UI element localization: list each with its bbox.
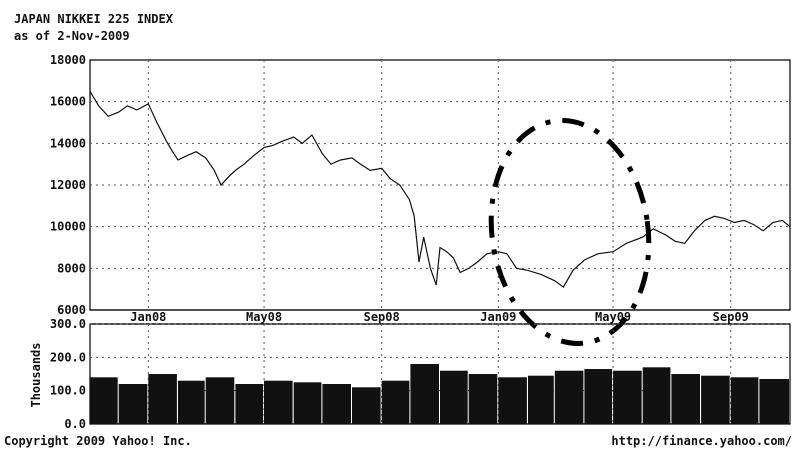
volume-bar [205,377,235,424]
x-tick-label: Jan08 [130,310,166,324]
x-tick-label: Sep09 [713,310,749,324]
volume-bar [730,377,759,424]
volume-y-tick-label: 100.0 [50,384,86,398]
volume-bar [148,374,177,424]
volume-bar [264,380,293,424]
x-tick-label: Jan09 [480,310,516,324]
volume-bars [90,364,789,424]
volume-bar [759,379,789,424]
price-y-axis: 6000 8000 10000 12000 14000 16000 18000 [50,53,86,317]
chart-subtitle: as of 2-Nov-2009 [14,29,130,43]
volume-bar [293,382,322,424]
price-y-tick-label: 16000 [50,95,86,109]
volume-bar [178,380,205,424]
volume-bar [554,370,584,424]
price-y-tick-label: 6000 [57,303,86,317]
chart-title: JAPAN NIKKEI 225 INDEX [14,12,174,26]
volume-bar [235,384,264,424]
volume-y-axis: 0.0 100.0 200.0 300.0 [50,317,86,431]
source-url[interactable]: http://finance.yahoo.com/ [611,434,792,448]
price-y-tick-label: 12000 [50,178,86,192]
volume-bar [381,380,410,424]
price-y-tick-label: 14000 [50,136,86,150]
price-series-line [89,90,791,288]
volume-bar [440,370,468,424]
volume-bar [352,387,381,424]
volume-bar [322,384,351,424]
volume-bar [410,364,439,424]
volume-bar [613,370,642,424]
x-tick-label: May08 [246,310,282,324]
volume-bar [90,377,118,424]
volume-y-tick-label: 0.0 [64,417,86,431]
volume-bar [498,377,527,424]
volume-y-tick-label: 300.0 [50,317,86,331]
volume-bar [584,369,613,424]
volume-bar [468,374,498,424]
price-y-tick-label: 10000 [50,220,86,234]
price-y-tick-label: 18000 [50,53,86,67]
volume-y-tick-label: 200.0 [50,350,86,364]
volume-bar [701,375,730,424]
price-y-tick-label: 8000 [57,261,86,275]
copyright-text: Copyright 2009 Yahoo! Inc. [4,434,192,448]
highlight-ellipse [488,118,652,346]
volume-bar [118,384,148,424]
volume-bar [642,367,671,424]
x-tick-label: Sep08 [364,310,400,324]
x-axis: Jan08 May08 Sep08 Jan09 May09 Sep09 [130,310,749,324]
volume-axis-label: Thousands [29,342,43,407]
price-grid [90,60,790,310]
volume-bar [528,375,554,424]
volume-bar [671,374,700,424]
